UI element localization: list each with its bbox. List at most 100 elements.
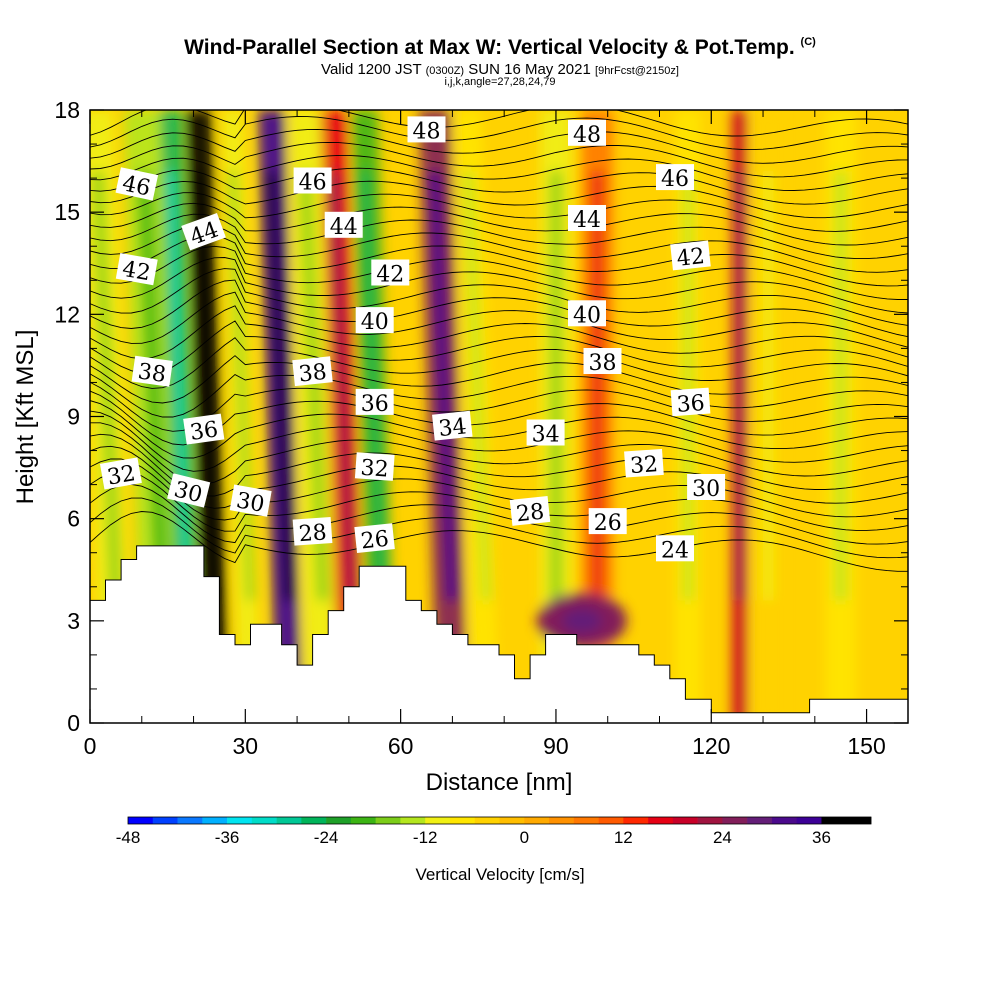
isentrope-label-text: 32 (629, 452, 659, 479)
velocity-core (194, 171, 222, 601)
colorbar-tick-label: 0 (520, 828, 529, 847)
velocity-core (299, 171, 329, 601)
isentrope-label-text: 46 (299, 171, 327, 196)
isentrope-label: 36 (183, 413, 225, 446)
chart-indices: i,j,k,angle=27,28,24,79 (444, 76, 556, 88)
colorbar-swatch (846, 817, 872, 824)
isentrope-label-box (432, 410, 473, 441)
isentrope-line (90, 167, 908, 205)
chart-title: Wind-Parallel Section at Max W: Vertical… (184, 36, 816, 59)
y-tick-label: 9 (67, 404, 80, 430)
isentrope-label: 26 (354, 523, 395, 555)
colorbar-swatch (276, 817, 302, 824)
y-axis-title: Height [Kft MSL] (12, 330, 39, 505)
isentrope-label-box (568, 119, 606, 146)
isentrope-label: 48 (407, 116, 446, 144)
isentrope-line (90, 373, 908, 418)
y-tick-label: 12 (54, 301, 80, 327)
y-tick-label: 18 (54, 97, 80, 123)
colorbar-swatch (128, 817, 154, 824)
colorbar-swatch (177, 817, 203, 824)
y-tick-label: 6 (67, 506, 80, 532)
velocity-core (736, 171, 743, 601)
isentrope-label-text: 26 (594, 511, 622, 536)
terrain (90, 545, 908, 723)
colorbar-tick-label: 12 (614, 828, 633, 847)
chart-subtitle: Valid 1200 JST (0300Z) SUN 16 May 2021 [… (321, 61, 679, 78)
isentrope-label-box (115, 167, 159, 201)
isentrope-line (90, 483, 908, 545)
colorbar-swatch (623, 817, 649, 824)
isentrope-line (90, 381, 908, 432)
isentrope-line (90, 355, 908, 404)
isentrope-label-text: 36 (189, 417, 220, 446)
isentrope-line (90, 279, 908, 338)
isentrope-label-box (181, 212, 226, 251)
colorbar-swatch (251, 817, 277, 824)
isentrope-line (90, 224, 908, 273)
x-tick-label: 30 (233, 733, 259, 759)
colorbar-swatch (474, 817, 500, 824)
isentrope-label-box (509, 495, 551, 526)
isentrope-label-text: 34 (437, 414, 467, 442)
isentrope-label-text: 38 (589, 351, 617, 376)
isentrope-lines (90, 110, 908, 572)
colorbar-swatch (152, 817, 178, 824)
isentrope-label: 32 (354, 452, 395, 483)
velocity-core (92, 171, 122, 601)
colorbar-swatch (301, 817, 327, 824)
isentrope-label-box (131, 355, 173, 387)
isentrope-label-text: 38 (136, 359, 167, 388)
colorbar-tick-label: 36 (812, 828, 831, 847)
isentrope-label-text: 44 (330, 215, 358, 240)
colorbar-swatch (425, 817, 451, 824)
isentrope-label-box (183, 413, 225, 445)
colorbar-swatch (697, 817, 723, 824)
isentrope-line (90, 128, 908, 164)
colorbar-swatch (648, 817, 674, 824)
x-tick-label: 150 (847, 733, 885, 759)
isentrope-label-text: 32 (360, 456, 390, 483)
colorbar-swatch (573, 817, 599, 824)
colorbar-swatch (326, 817, 352, 824)
isentrope-label: 46 (115, 167, 159, 202)
isentrope-line (90, 497, 908, 559)
isentrope-label-box (167, 473, 211, 508)
isentrope-label-text: 42 (376, 263, 404, 288)
isentrope-label-text: 26 (360, 527, 390, 555)
isentrope-line (90, 458, 908, 521)
isentrope-label: 44 (324, 211, 363, 240)
isentrope-line (90, 213, 908, 260)
isentrope-label-text: 34 (532, 423, 560, 448)
isentrope-label-box (371, 259, 410, 286)
colorbar-swatch (771, 817, 797, 824)
colorbar-swatch (449, 817, 476, 824)
x-axis-title: Distance [nm] (426, 769, 573, 796)
isentrope-label-box (354, 523, 395, 554)
isentrope-label: 42 (371, 259, 410, 288)
isentrope-label: 34 (432, 410, 473, 442)
isentrope-line (90, 305, 908, 360)
isentrope-line (90, 410, 908, 472)
isentrope-label-box (355, 388, 394, 415)
isentrope-line (90, 320, 908, 374)
isentrope-label-text: 46 (661, 167, 689, 192)
isentrope-line (90, 245, 908, 300)
isentrope-line (90, 202, 908, 246)
colorbar-swatch (821, 817, 847, 824)
x-tick-label: 120 (692, 733, 730, 759)
isentrope-label-text: 36 (676, 391, 706, 418)
colorbar-tick-label: -36 (215, 828, 240, 847)
isentrope-line (90, 141, 908, 178)
isentrope-label-text: 46 (120, 171, 153, 201)
isentrope-label: 48 (568, 119, 606, 148)
velocity-core (835, 171, 847, 601)
isentrope-label-box (292, 517, 333, 546)
isentrope-label: 46 (293, 167, 332, 196)
isentrope-label-text: 38 (298, 360, 328, 388)
isentrope-line (90, 445, 908, 509)
colorbar-swatch (375, 817, 401, 824)
isentrope-line (90, 268, 908, 326)
isentrope-label: 38 (131, 355, 173, 388)
